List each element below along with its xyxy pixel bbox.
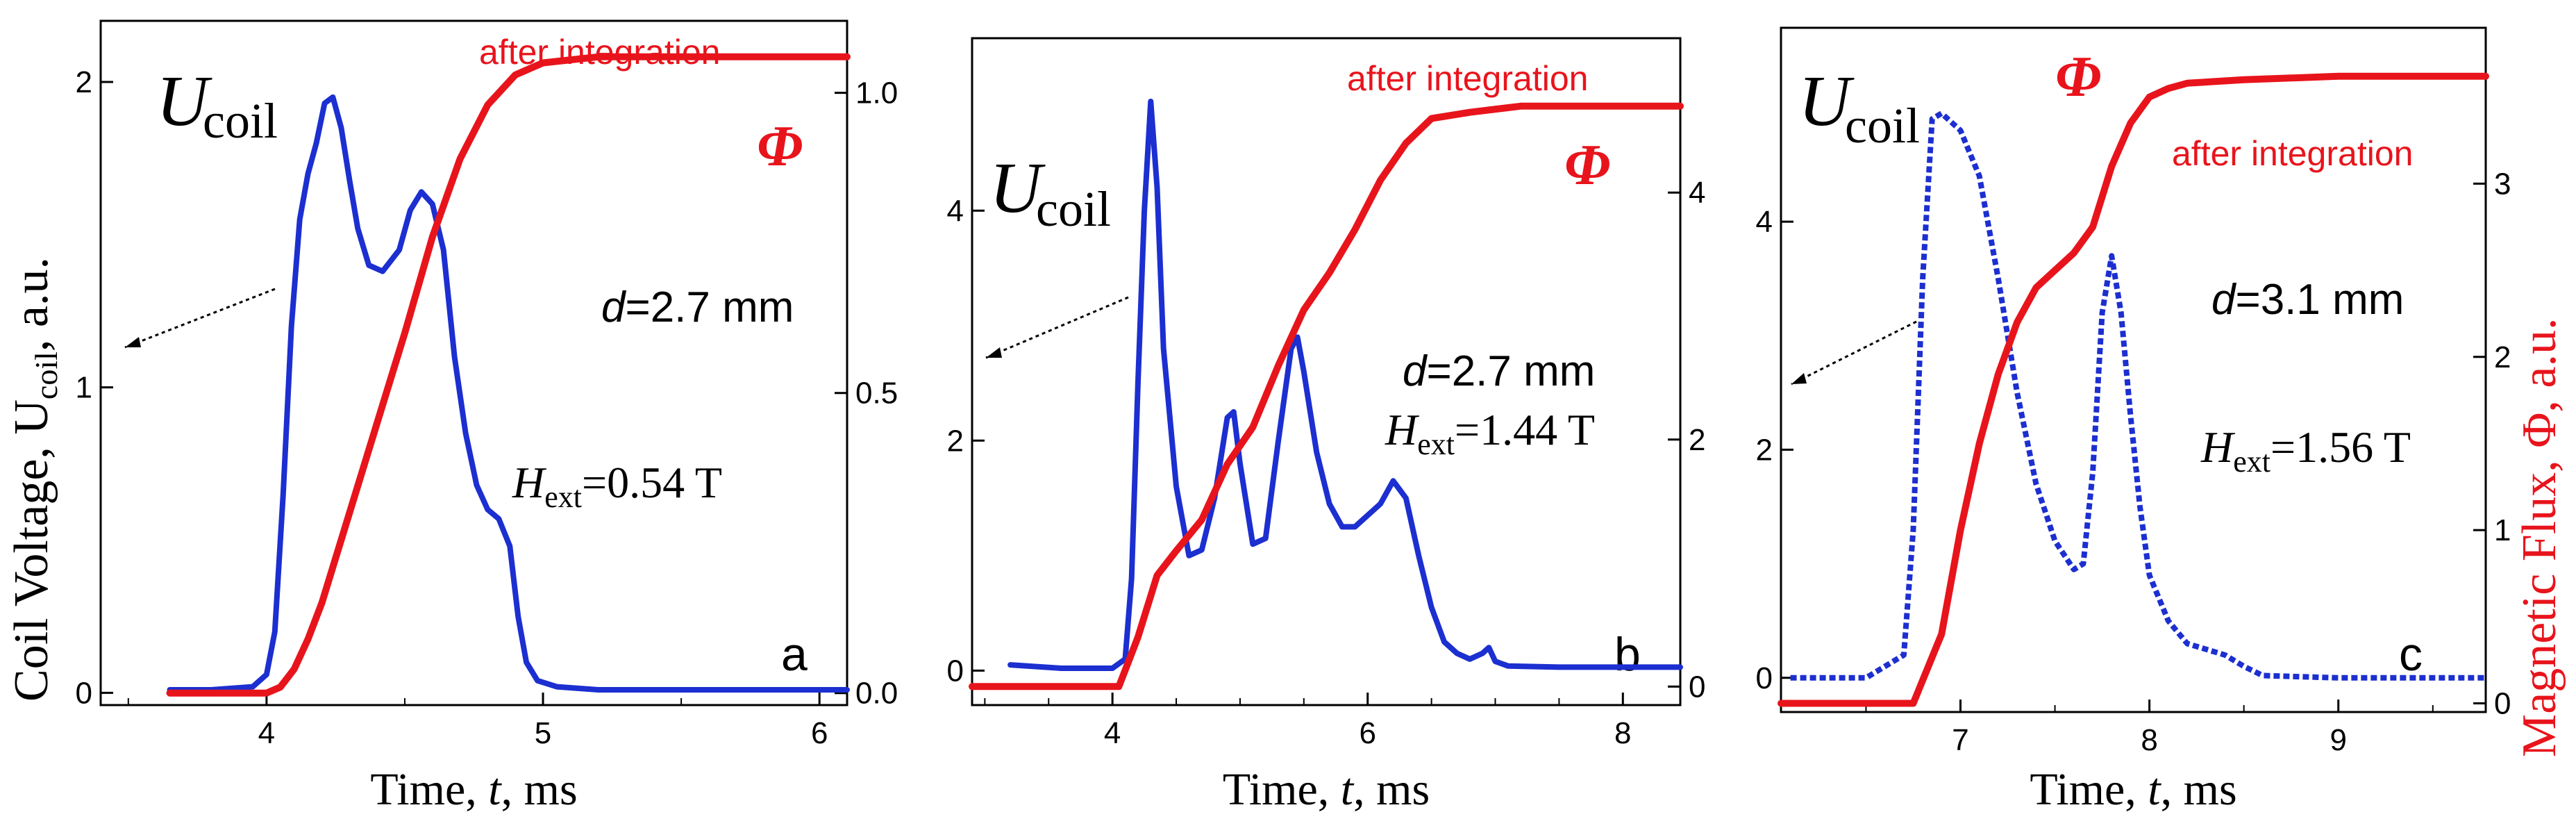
ucoil-sub-b: coil bbox=[1036, 181, 1111, 237]
annotation-arrowhead-a bbox=[125, 337, 141, 347]
panel-c: U coil Φ after integration d=3.1 mm Hext… bbox=[1756, 26, 2511, 815]
y-right-tick-label-b: 0 bbox=[1689, 670, 1705, 704]
x-tick-label-a: 6 bbox=[811, 716, 828, 750]
x-axis-title-a: Time, t, ms bbox=[370, 764, 577, 815]
d-annotation-b: d=2.7 mm bbox=[1403, 347, 1595, 395]
plot-frame-c bbox=[1780, 26, 2487, 713]
y-left-tick-label-b: 4 bbox=[947, 194, 964, 228]
y-right-tick-label-b: 2 bbox=[1689, 423, 1705, 457]
y-right-tick-label-a: 1.0 bbox=[855, 76, 898, 110]
ucoil-sub-c: coil bbox=[1845, 98, 1920, 154]
panel-b: U coil after integration Φ d=2.7 mm Hext… bbox=[947, 37, 1705, 815]
after-integration-label-a: after integration bbox=[479, 33, 720, 72]
after-integration-label-b: after integration bbox=[1347, 59, 1588, 98]
x-tick-label-c: 8 bbox=[2141, 723, 2157, 757]
ucoil-label-c: U bbox=[1798, 61, 1855, 141]
annotation-arrow-c bbox=[1791, 320, 1917, 386]
y-left-tick-label-a: 1 bbox=[76, 371, 92, 405]
ucoil-sub-a: coil bbox=[203, 93, 278, 149]
y-right-tick-label-c: 3 bbox=[2494, 167, 2511, 201]
y-right-tick-label-b: 4 bbox=[1689, 176, 1705, 210]
y-axis-left-label: Coil Voltage, Ucoil, a.u. bbox=[5, 257, 64, 702]
y-left-tick-label-a: 0 bbox=[76, 676, 92, 710]
h-annotation-b: Hext=1.44 T bbox=[1385, 405, 1595, 461]
plot-frame-a bbox=[99, 19, 848, 706]
x-tick-label-a: 5 bbox=[535, 716, 551, 750]
after-integration-label-c: after integration bbox=[2172, 134, 2413, 173]
h-annotation-c: Hext=1.56 T bbox=[2200, 422, 2411, 479]
y-left-tick-label-c: 0 bbox=[1756, 661, 1773, 695]
ucoil-label-b: U bbox=[989, 148, 1046, 228]
y-left-tick-label-c: 2 bbox=[1756, 433, 1773, 467]
d-annotation-c: d=3.1 mm bbox=[2211, 276, 2404, 324]
d-annotation-a: d=2.7 mm bbox=[601, 283, 794, 331]
y-left-tick-label-c: 4 bbox=[1756, 205, 1773, 239]
x-axis-title-b: Time, t, ms bbox=[1223, 764, 1430, 815]
flux-series-line-a bbox=[166, 53, 851, 697]
annotation-arrow-b bbox=[985, 296, 1129, 359]
phi-label-c: Φ bbox=[2055, 44, 2101, 109]
x-tick-label-b: 4 bbox=[1104, 716, 1121, 750]
panel-label-b: b bbox=[1614, 628, 1641, 681]
plot-frame-b bbox=[971, 37, 1682, 706]
y-right-tick-label-a: 0.5 bbox=[855, 377, 898, 411]
phi-label-a: Φ bbox=[757, 114, 803, 179]
ucoil-label-a: U bbox=[156, 61, 212, 141]
y-right-tick-label-a: 0.0 bbox=[855, 677, 898, 711]
flux-series-line-c bbox=[1778, 72, 2489, 707]
y-left-tick-label-a: 2 bbox=[76, 65, 92, 99]
x-tick-label-a: 4 bbox=[258, 716, 275, 750]
coil-voltage-series-line-c bbox=[1790, 110, 2486, 681]
h-annotation-a: Hext=0.54 T bbox=[512, 458, 722, 514]
annotation-arrow-a bbox=[124, 288, 276, 349]
panel-label-c: c bbox=[2399, 628, 2423, 681]
annotation-arrowhead-b bbox=[986, 347, 1002, 358]
y-left-tick-label-b: 0 bbox=[947, 654, 964, 688]
x-tick-label-b: 8 bbox=[1614, 716, 1631, 750]
panel-a: U coil after integration Φ d=2.7 mm Hext… bbox=[76, 19, 898, 815]
y-left-tick-label-b: 2 bbox=[947, 424, 964, 458]
flux-series-line-b bbox=[969, 102, 1684, 690]
coil-voltage-series-line-b bbox=[1007, 99, 1683, 671]
y-axis-right-label: Magnetic Flux, Φ, a.u. bbox=[2513, 318, 2566, 757]
y-right-tick-label-c: 1 bbox=[2494, 513, 2511, 547]
panel-label-a: a bbox=[781, 628, 808, 681]
x-tick-label-b: 6 bbox=[1359, 716, 1375, 750]
annotation-arrowhead-c bbox=[1791, 373, 1807, 384]
coil-voltage-series-line-a bbox=[167, 94, 850, 693]
x-tick-label-c: 7 bbox=[1952, 723, 1968, 757]
phi-label-b: Φ bbox=[1564, 133, 1610, 197]
y-right-tick-label-c: 0 bbox=[2494, 687, 2511, 721]
y-right-tick-label-c: 2 bbox=[2494, 340, 2511, 374]
x-axis-title-c: Time, t, ms bbox=[2030, 764, 2236, 815]
x-tick-label-c: 9 bbox=[2330, 723, 2347, 757]
